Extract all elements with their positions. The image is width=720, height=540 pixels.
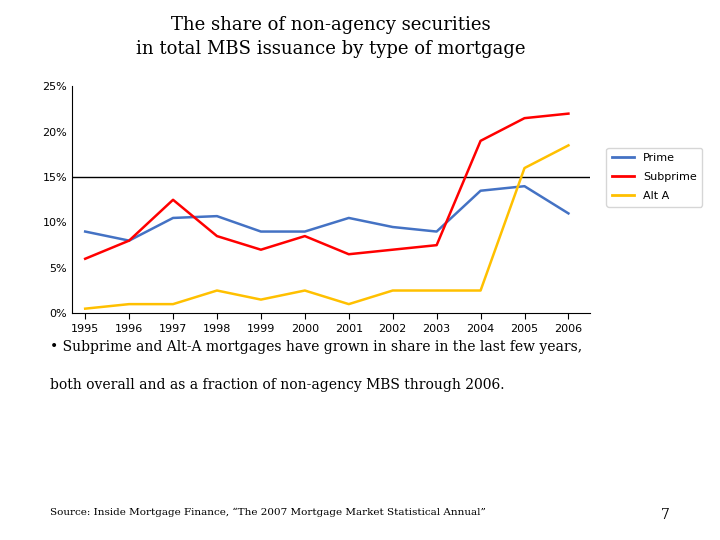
- Text: Source: Inside Mortgage Finance, “The 2007 Mortgage Market Statistical Annual”: Source: Inside Mortgage Finance, “The 20…: [50, 508, 486, 517]
- Text: The share of non-agency securities
in total MBS issuance by type of mortgage: The share of non-agency securities in to…: [137, 16, 526, 58]
- Text: • Subprime and Alt-A mortgages have grown in share in the last few years,: • Subprime and Alt-A mortgages have grow…: [50, 340, 582, 354]
- Text: both overall and as a fraction of non-agency MBS through 2006.: both overall and as a fraction of non-ag…: [50, 378, 505, 392]
- Legend: Prime, Subprime, Alt A: Prime, Subprime, Alt A: [606, 147, 702, 207]
- Text: 7: 7: [661, 508, 670, 522]
